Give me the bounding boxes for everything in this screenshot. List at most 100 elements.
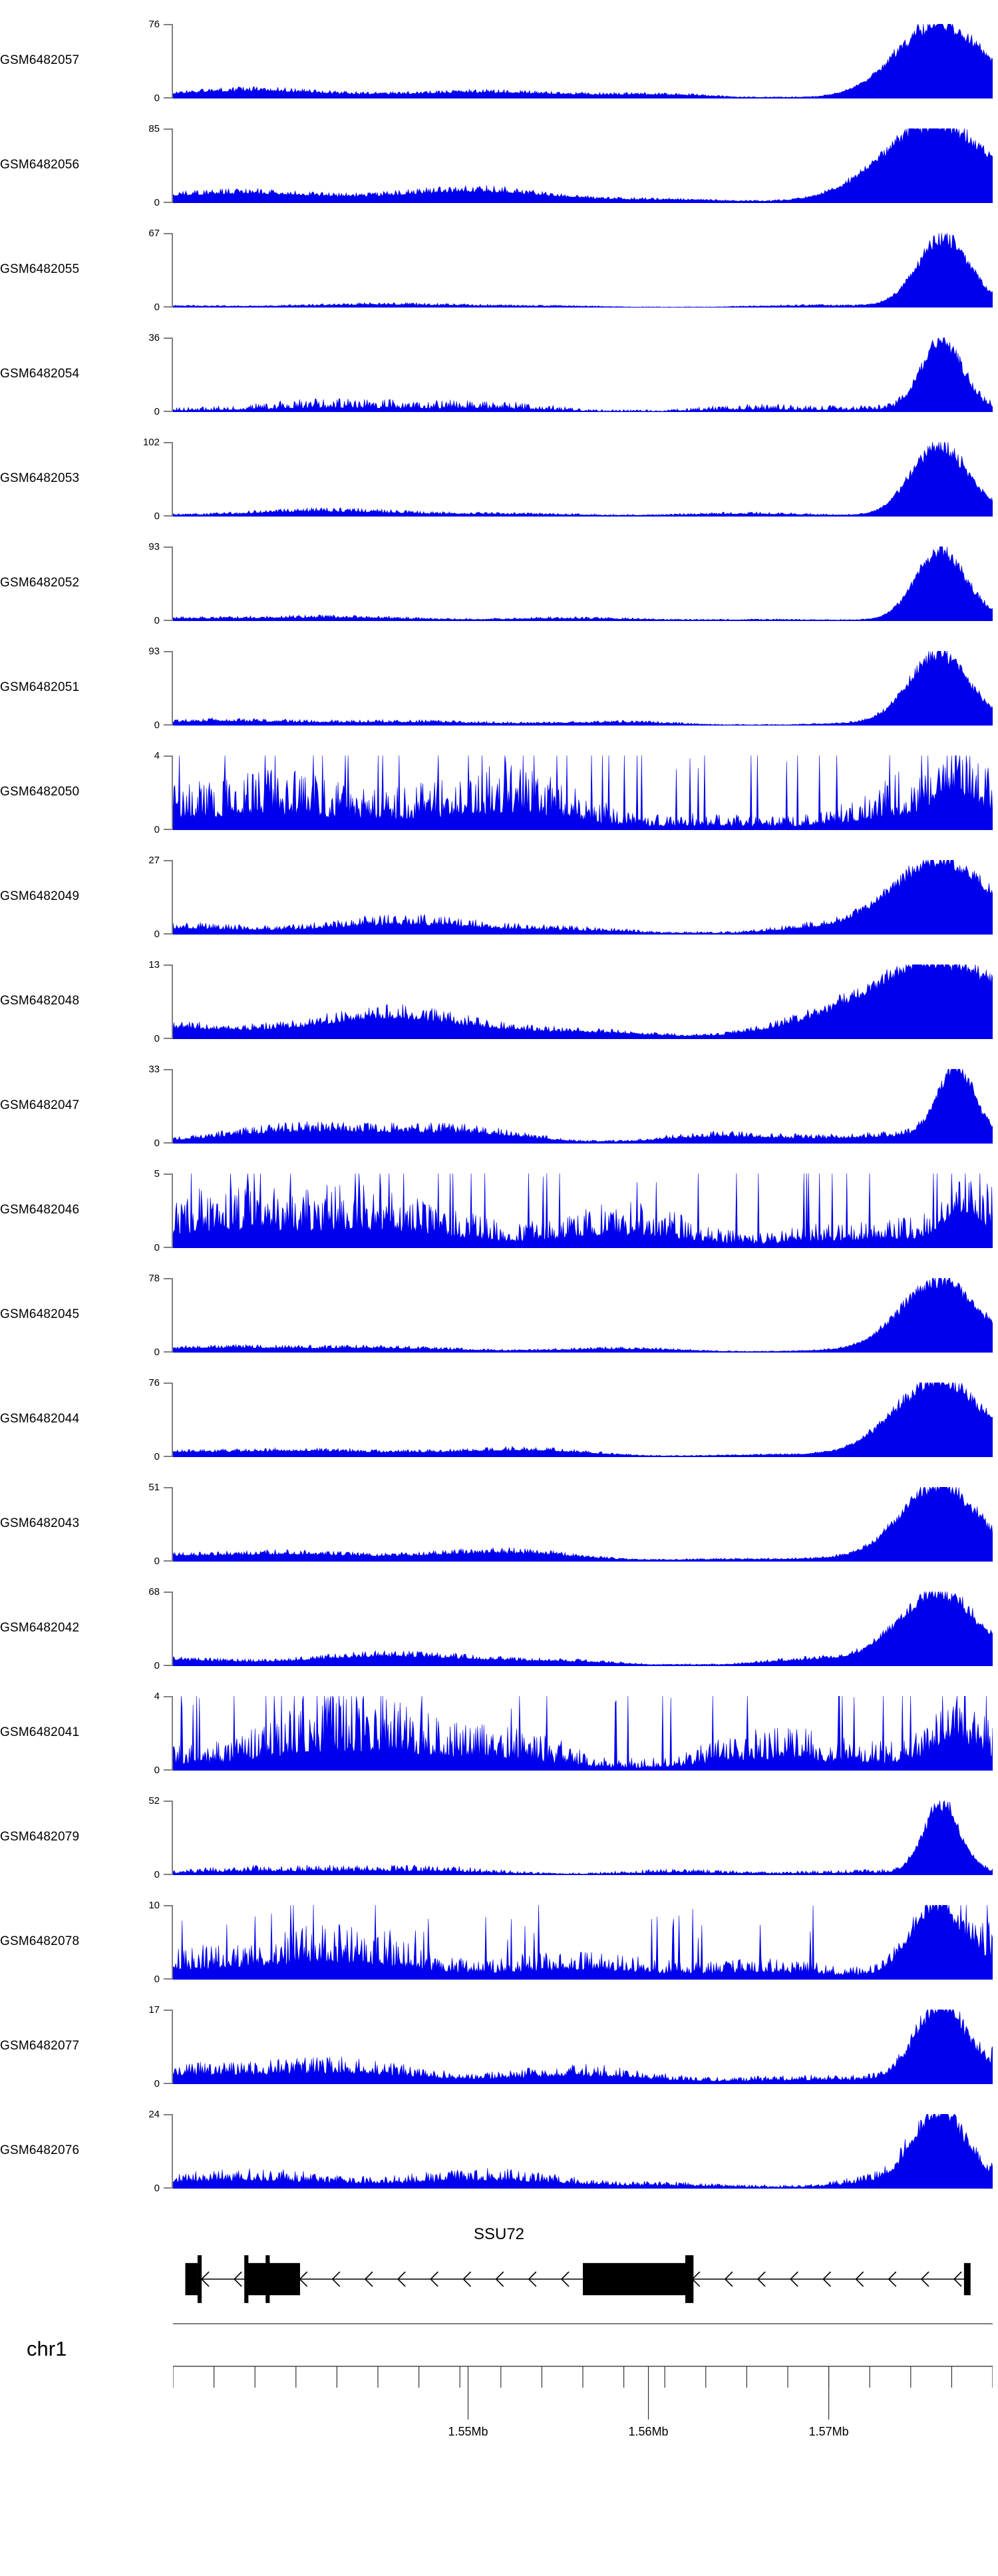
coverage-track[interactable]: GSM6482051 93 0 xyxy=(0,646,998,730)
y-axis-max-value: 4 xyxy=(154,1691,160,1702)
y-axis-max-value: 24 xyxy=(148,2109,160,2120)
coverage-track[interactable]: GSM6482076 24 0 xyxy=(0,2109,998,2193)
y-axis-tick-min xyxy=(164,1874,173,1875)
coverage-track[interactable]: GSM6482048 13 0 xyxy=(0,960,998,1044)
track-label-GSM6482050: GSM6482050 xyxy=(0,785,80,799)
y-axis-tick-max xyxy=(164,24,173,25)
y-axis-max-value: 36 xyxy=(148,332,160,343)
coverage-profile[interactable] xyxy=(173,233,993,308)
coverage-profile[interactable] xyxy=(173,1592,993,1666)
coverage-profile[interactable] xyxy=(173,24,993,99)
coverage-profile[interactable] xyxy=(173,965,993,1039)
coverage-track[interactable]: GSM6482050 4 0 xyxy=(0,751,998,835)
y-axis-line xyxy=(172,2114,173,2189)
y-axis-tick-max xyxy=(164,233,173,234)
y-axis-tick-max xyxy=(164,755,173,757)
y-axis-tick-max xyxy=(164,2114,173,2115)
y-axis-line xyxy=(172,24,173,99)
y-axis-tick-min xyxy=(164,306,173,308)
track-y-axis: 10 0 xyxy=(148,1900,173,1984)
y-axis-tick-min xyxy=(164,2187,173,2189)
coverage-track[interactable]: GSM6482042 68 0 xyxy=(0,1587,998,1671)
track-label-GSM6482054: GSM6482054 xyxy=(0,367,80,381)
y-axis-max-value: 76 xyxy=(148,1377,160,1389)
coverage-profile[interactable] xyxy=(173,337,993,412)
y-axis-tick-max xyxy=(164,1383,173,1384)
y-axis-line xyxy=(172,1383,173,1457)
coverage-track[interactable]: GSM6482047 33 0 xyxy=(0,1064,998,1148)
track-label-GSM6482057: GSM6482057 xyxy=(0,53,80,67)
genome-axis-ruler[interactable]: 1.55Mb 1.56Mb 1.57Mb xyxy=(173,2318,993,2445)
y-axis-min-value: 0 xyxy=(154,824,160,835)
y-axis-tick-min xyxy=(164,829,173,830)
coverage-track[interactable]: GSM6482049 27 0 xyxy=(0,855,998,939)
coverage-profile[interactable] xyxy=(173,755,993,830)
y-axis-min-value: 0 xyxy=(154,1033,160,1044)
y-axis-line xyxy=(172,1278,173,1353)
track-label-GSM6482076: GSM6482076 xyxy=(0,2143,80,2157)
coverage-profile[interactable] xyxy=(173,1487,993,1562)
coverage-profile[interactable] xyxy=(173,1069,993,1144)
coverage-track[interactable]: GSM6482056 85 0 xyxy=(0,124,998,208)
coverage-track[interactable]: GSM6482077 17 0 xyxy=(0,2005,998,2089)
coverage-profile[interactable] xyxy=(173,442,993,517)
coverage-profile[interactable] xyxy=(173,1174,993,1248)
coverage-profile[interactable] xyxy=(173,860,993,935)
y-axis-line xyxy=(172,2010,173,2084)
coverage-track[interactable]: GSM6482057 76 0 xyxy=(0,19,998,103)
coverage-track[interactable]: GSM6482043 51 0 xyxy=(0,1482,998,1566)
coverage-track[interactable]: GSM6482053 102 0 xyxy=(0,437,998,521)
y-axis-line xyxy=(172,1069,173,1144)
coverage-profile[interactable] xyxy=(173,546,993,621)
y-axis-tick-min xyxy=(164,1978,173,1980)
y-axis-line xyxy=(172,651,173,726)
y-axis-max-value: 68 xyxy=(148,1586,160,1598)
y-axis-min-value: 0 xyxy=(154,2183,160,2194)
y-axis-min-value: 0 xyxy=(154,2078,160,2089)
y-axis-max-value: 93 xyxy=(148,541,160,552)
y-axis-tick-min xyxy=(164,1769,173,1771)
coverage-profile[interactable] xyxy=(173,1905,993,1980)
track-label-GSM6482045: GSM6482045 xyxy=(0,1307,80,1321)
coverage-track[interactable]: GSM6482055 67 0 xyxy=(0,228,998,312)
y-axis-tick-min xyxy=(164,620,173,621)
y-axis-min-value: 0 xyxy=(154,1974,160,1985)
coverage-profile[interactable] xyxy=(173,1801,993,1875)
coverage-profile[interactable] xyxy=(173,128,993,203)
y-axis-max-value: 10 xyxy=(148,1900,160,1911)
gene-model-track[interactable] xyxy=(173,2253,993,2305)
chromosome-label: chr1 xyxy=(27,2337,67,2360)
y-axis-min-value: 0 xyxy=(154,615,160,626)
track-y-axis: 102 0 xyxy=(143,437,173,521)
coverage-profile[interactable] xyxy=(173,2010,993,2084)
coverage-track[interactable]: GSM6482046 5 0 xyxy=(0,1169,998,1253)
coverage-track[interactable]: GSM6482045 78 0 xyxy=(0,1273,998,1357)
track-label-GSM6482048: GSM6482048 xyxy=(0,994,80,1008)
y-axis-tick-max xyxy=(164,128,173,130)
y-axis-tick-max xyxy=(164,337,173,339)
coverage-profile[interactable] xyxy=(173,651,993,726)
track-label-GSM6482053: GSM6482053 xyxy=(0,471,80,485)
coverage-profile[interactable] xyxy=(173,2114,993,2189)
coverage-profile[interactable] xyxy=(173,1696,993,1771)
coverage-profile[interactable] xyxy=(173,1278,993,1353)
y-axis-min-value: 0 xyxy=(154,406,160,417)
y-axis-line xyxy=(172,1696,173,1771)
y-axis-tick-max xyxy=(164,1696,173,1697)
y-axis-min-value: 0 xyxy=(154,1242,160,1253)
coverage-profile[interactable] xyxy=(173,1383,993,1457)
track-y-axis: 78 0 xyxy=(148,1273,173,1357)
coverage-track[interactable]: GSM6482041 4 0 xyxy=(0,1691,998,1775)
coverage-track[interactable]: GSM6482044 76 0 xyxy=(0,1378,998,1462)
y-axis-tick-max xyxy=(164,860,173,861)
y-axis-tick-min xyxy=(164,411,173,412)
coverage-track[interactable]: GSM6482054 36 0 xyxy=(0,333,998,417)
track-label-GSM6482051: GSM6482051 xyxy=(0,680,80,694)
coverage-track[interactable]: GSM6482078 10 0 xyxy=(0,1900,998,1984)
coverage-track[interactable]: GSM6482052 93 0 xyxy=(0,542,998,626)
coverage-track[interactable]: GSM6482079 52 0 xyxy=(0,1796,998,1880)
y-axis-max-value: 33 xyxy=(148,1064,160,1075)
y-axis-tick-min xyxy=(164,724,173,726)
y-axis-max-value: 85 xyxy=(148,123,160,134)
